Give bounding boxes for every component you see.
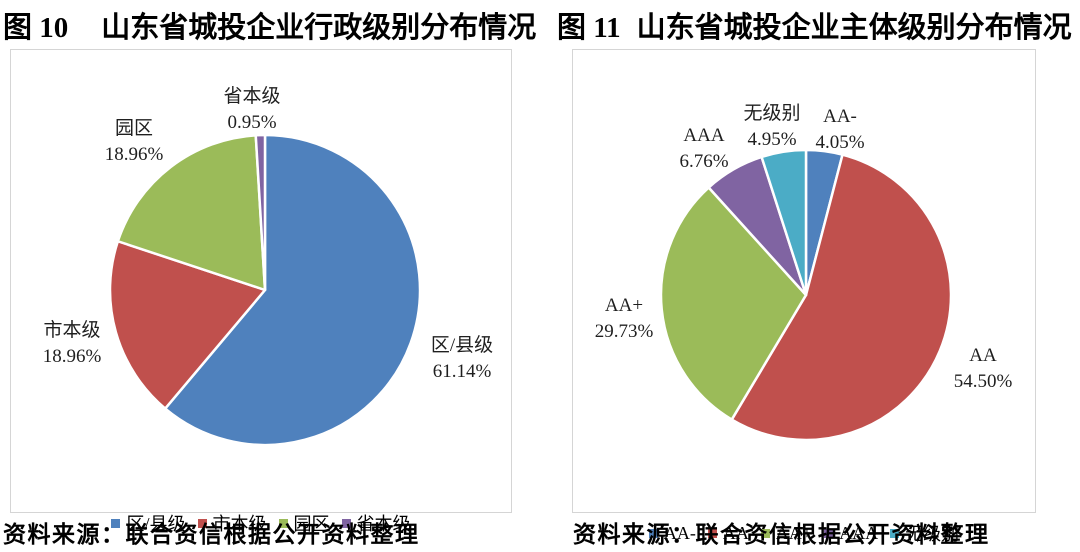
source-note: 资料来源：联合资信根据公开资料整理 xyxy=(3,522,420,547)
source-note: 资料来源：联合资信根据公开资料整理 xyxy=(573,522,990,547)
slice-label-value: 4.95% xyxy=(747,129,797,150)
legend-item: 园区 xyxy=(278,510,330,536)
pie-chart xyxy=(659,148,953,442)
slice-label: 省本级 0.95% xyxy=(223,84,280,136)
slice-label: AA- 4.05% xyxy=(815,104,864,156)
pie-slice xyxy=(163,133,422,447)
slice-label-name: 区/县级 xyxy=(430,335,494,356)
slice-label-name: 市本级 xyxy=(43,320,101,341)
legend-swatch-icon xyxy=(278,518,288,528)
slice-label-value: 6.76% xyxy=(679,151,729,172)
slice-label: 区/县级 61.14% xyxy=(431,333,493,385)
legend-swatch-icon xyxy=(890,528,900,538)
slice-label-value: 61.14% xyxy=(432,361,492,382)
pie-slice xyxy=(254,133,267,292)
pie-slice xyxy=(730,153,953,442)
chart-legend: 区/县级 市本级 园区 省本级 xyxy=(11,510,511,536)
legend-item: AAA xyxy=(824,523,878,544)
legend-swatch-icon xyxy=(341,518,351,528)
legend-label: AA+ xyxy=(775,522,813,543)
slice-label: AA 54.50% xyxy=(954,343,1013,395)
figure-11-number: 图 11 xyxy=(557,12,621,44)
chart-panel-admin-level: 区/县级 61.14% 市本级 18.96% 园区 18.96% 省本级 0.95% 区/县级市… xyxy=(10,49,512,534)
legend-item: AA- xyxy=(648,522,696,544)
legend-label: AA xyxy=(722,522,749,543)
slice-label-value: 0.95% xyxy=(227,112,277,133)
legend-swatch-icon xyxy=(197,518,207,528)
legend-swatch-icon xyxy=(824,528,834,538)
legend-label: 园区 xyxy=(293,514,330,534)
slice-label: AA+ 29.73% xyxy=(595,293,654,345)
legend-item: 区/县级 xyxy=(111,510,186,536)
legend-swatch-icon xyxy=(760,528,770,538)
legend-label: AAA xyxy=(839,522,879,543)
pie-slice xyxy=(108,240,267,410)
figure-10-number: 图 10 xyxy=(3,12,69,44)
slice-label: 无级别 4.95% xyxy=(743,101,800,153)
figure-10-title-text: 山东省城投企业行政级别分布情况 xyxy=(101,12,537,44)
pie-slice xyxy=(760,148,808,297)
legend-item: AA xyxy=(707,522,749,544)
slice-label-name: AA xyxy=(969,345,997,366)
slice-label-name: 无级别 xyxy=(743,103,801,124)
legend-label: 省本级 xyxy=(356,514,411,534)
legend-item: 市本级 xyxy=(197,510,267,536)
figure-11-title-text: 山东省城投企业主体级别分布情况 xyxy=(636,12,1072,44)
slice-label: AAA 6.76% xyxy=(679,123,728,175)
legend-swatch-icon xyxy=(111,518,121,528)
pie-slice xyxy=(659,186,808,421)
legend-swatch-icon xyxy=(707,528,717,538)
legend-label: 市本级 xyxy=(212,514,267,534)
slice-label-name: 园区 xyxy=(114,118,154,139)
figure-11-title: 图 11 山东省城投企业主体级别分布情况 xyxy=(557,4,1072,46)
slice-label-value: 18.96% xyxy=(42,346,102,367)
slice-label-value: 29.73% xyxy=(594,321,654,342)
legend-label: 区/县级 xyxy=(126,514,186,534)
pie-chart xyxy=(108,133,422,447)
legend-item: 省本级 xyxy=(341,510,411,536)
pie-slice xyxy=(116,134,267,292)
slice-label-name: AA+ xyxy=(604,295,644,316)
slice-label-name: 省本级 xyxy=(223,86,281,107)
slice-label: 市本级 18.96% xyxy=(43,318,102,370)
legend-label: 无级别 xyxy=(905,524,960,544)
slice-label-name: AAA xyxy=(683,125,725,146)
slice-label-name: AA- xyxy=(823,106,857,127)
legend-item: AA+ xyxy=(760,522,813,544)
slice-label-value: 54.50% xyxy=(953,371,1013,392)
legend-item: 无级别 xyxy=(890,520,959,546)
chart-panel-rating: AA- 4.05% AA 54.50% AA+ 29.73% AAA 6.76% 无级别 4.95… xyxy=(572,49,1036,544)
slice-label-value: 18.96% xyxy=(104,144,164,165)
slice-label: 园区 18.96% xyxy=(105,116,164,168)
chart-legend: AA- AA AA+ AAA 无级别 xyxy=(573,520,1035,546)
legend-swatch-icon xyxy=(648,528,658,538)
legend-label: AA- xyxy=(663,522,696,543)
figure-10-title: 图 10 山东省城投企业行政级别分布情况 xyxy=(3,4,536,46)
slice-label-value: 4.05% xyxy=(815,132,865,153)
